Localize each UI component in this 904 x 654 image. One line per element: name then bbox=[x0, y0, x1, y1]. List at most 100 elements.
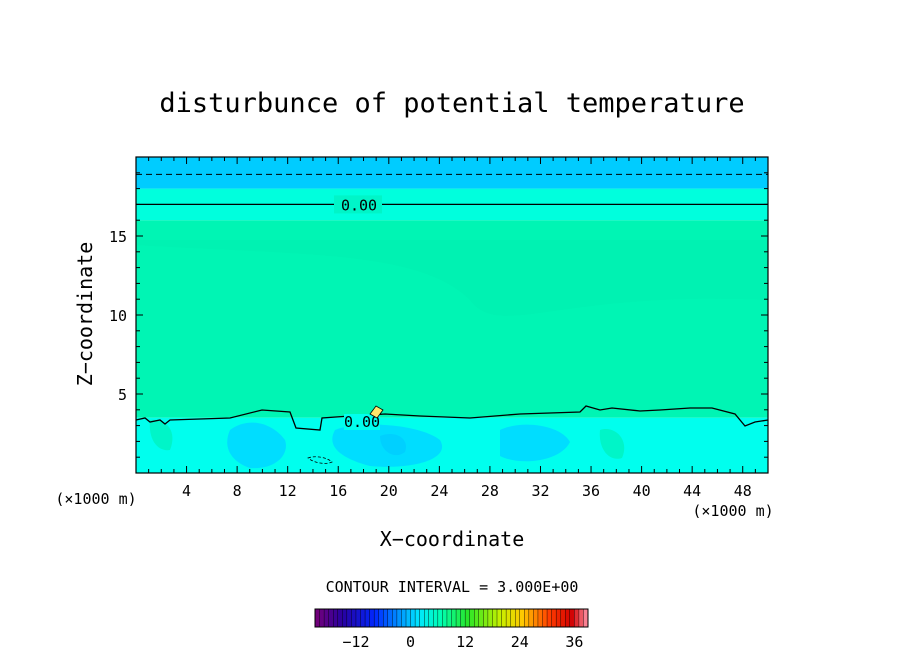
colorbar-cell bbox=[328, 608, 334, 628]
field-blotch-4 bbox=[599, 429, 625, 459]
colorbar-cell bbox=[578, 608, 584, 628]
colorbar-cell bbox=[378, 608, 384, 628]
field-blotch-3 bbox=[380, 433, 406, 456]
colorbar-cell bbox=[560, 608, 566, 628]
colorbar-cell bbox=[510, 608, 516, 628]
x-tick-label: 8 bbox=[233, 482, 242, 500]
colorbar-cell bbox=[446, 608, 453, 628]
colorbar-cell bbox=[442, 608, 448, 628]
colorbar-cell bbox=[369, 608, 375, 628]
chart-title: disturbunce of potential temperature bbox=[159, 88, 744, 119]
colorbar-cell bbox=[405, 608, 412, 628]
colorbar-cell bbox=[574, 608, 580, 628]
small-dashed-contour bbox=[307, 456, 333, 464]
colorbar-cell bbox=[355, 608, 362, 628]
colorbar-cell bbox=[337, 608, 343, 628]
colorbar-cell bbox=[551, 608, 557, 628]
colorbar-cell bbox=[342, 608, 348, 628]
contour-interval-text: CONTOUR INTERVAL = 3.000E+00 bbox=[326, 578, 579, 596]
x-tick-label: 48 bbox=[734, 482, 752, 500]
colorbar-cell bbox=[314, 608, 321, 628]
x-tick-label: 4 bbox=[182, 482, 191, 500]
y-axis-label: Z−coordinate bbox=[73, 242, 97, 387]
colorbar-cell bbox=[373, 608, 380, 628]
x-tick-label: 24 bbox=[430, 482, 448, 500]
field-layer-3 bbox=[136, 157, 768, 189]
colorbar-cell bbox=[451, 608, 457, 628]
colorbar-cell bbox=[333, 608, 339, 628]
colorbar-cell bbox=[519, 608, 525, 628]
contour-label-upper: 0.00 bbox=[341, 196, 377, 214]
colorbar-cell bbox=[464, 608, 471, 628]
x-tick-label: 44 bbox=[683, 482, 701, 500]
field-blotch-2 bbox=[500, 424, 570, 462]
x-tick-label: 32 bbox=[531, 482, 549, 500]
colorbar-cell bbox=[387, 608, 393, 628]
small-contour-closed bbox=[369, 405, 384, 419]
x-axis-label: X−coordinate bbox=[380, 527, 525, 551]
x-unit-left: (×1000 m) bbox=[55, 490, 136, 508]
contour-label-bg-upper bbox=[334, 195, 382, 214]
colorbar-frame bbox=[314, 608, 589, 628]
colorbar-cell bbox=[524, 608, 530, 628]
colorbar-cell bbox=[323, 608, 330, 628]
colorbar-tick-label: 36 bbox=[565, 633, 583, 651]
contour-label-bg-lower bbox=[344, 414, 380, 430]
colorbar-cell bbox=[319, 608, 325, 628]
colorbar-cell bbox=[474, 608, 480, 628]
colorbar-cell bbox=[487, 608, 493, 628]
colorbar: −12 0 12 24 36 bbox=[314, 608, 589, 651]
colorbar-cell bbox=[396, 608, 402, 628]
colorbar-cell bbox=[401, 608, 407, 628]
colorbar-cell bbox=[565, 608, 571, 628]
colorbar-tick-label: 12 bbox=[456, 633, 474, 651]
colorbar-cell bbox=[360, 608, 366, 628]
y-tick-label: 10 bbox=[109, 307, 127, 325]
field-blotch-5 bbox=[149, 419, 173, 451]
y-tick-label: 15 bbox=[109, 228, 127, 246]
colorbar-cell bbox=[419, 608, 425, 628]
colorbar-cell bbox=[364, 608, 371, 628]
colorbar-cell bbox=[433, 608, 439, 628]
colorbar-tick-label: 0 bbox=[406, 633, 415, 651]
y-tick-label: 5 bbox=[118, 386, 127, 404]
colorbar-cell bbox=[469, 608, 475, 628]
colorbar-cell bbox=[528, 608, 534, 628]
colorbar-cell bbox=[414, 608, 421, 628]
colorbar-cell bbox=[437, 608, 443, 628]
colorbar-cell bbox=[505, 608, 512, 628]
contour-label-lower: 0.00 bbox=[344, 413, 380, 431]
colorbar-cell bbox=[542, 608, 548, 628]
field-shading bbox=[136, 240, 768, 316]
colorbar-cell bbox=[460, 608, 466, 628]
colorbar-cell bbox=[555, 608, 562, 628]
colorbar-cell bbox=[455, 608, 462, 628]
colorbar-cell bbox=[383, 608, 389, 628]
colorbar-cell bbox=[424, 608, 430, 628]
colorbar-cell bbox=[478, 608, 484, 628]
colorbar-cell bbox=[392, 608, 398, 628]
colorbar-cell bbox=[428, 608, 434, 628]
colorbar-tick-label: 24 bbox=[511, 633, 529, 651]
colorbar-cell bbox=[569, 608, 575, 628]
colorbar-cell bbox=[533, 608, 539, 628]
colorbar-cell bbox=[346, 608, 352, 628]
colorbar-cell bbox=[351, 608, 357, 628]
zero-contour-lower bbox=[135, 405, 769, 431]
x-tick-label: 16 bbox=[329, 482, 347, 500]
x-tick-label: 40 bbox=[633, 482, 651, 500]
colorbar-cell bbox=[410, 608, 416, 628]
x-tick-label: 36 bbox=[582, 482, 600, 500]
field-blotch-0 bbox=[227, 422, 286, 469]
colorbar-cell bbox=[492, 608, 498, 628]
colorbar-cell bbox=[537, 608, 544, 628]
x-tick-label: 20 bbox=[380, 482, 398, 500]
colorbar-cell bbox=[546, 608, 553, 628]
colorbar-cell bbox=[496, 608, 503, 628]
x-tick-label: 12 bbox=[279, 482, 297, 500]
colorbar-cell bbox=[483, 608, 489, 628]
x-tick-label: 28 bbox=[481, 482, 499, 500]
x-unit-right: (×1000 m) bbox=[692, 502, 773, 520]
